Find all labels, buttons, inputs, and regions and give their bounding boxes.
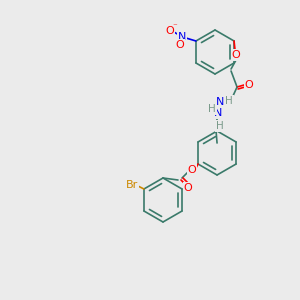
Text: O: O	[176, 40, 184, 50]
Text: N: N	[178, 32, 186, 42]
Text: N: N	[216, 97, 224, 107]
Text: N: N	[214, 108, 222, 118]
Text: O: O	[232, 50, 240, 60]
Text: H: H	[208, 104, 216, 114]
Text: O: O	[166, 26, 174, 36]
Text: H: H	[216, 121, 224, 131]
Text: O: O	[188, 165, 196, 175]
Text: ⁻: ⁻	[172, 22, 177, 32]
Text: O: O	[184, 183, 192, 193]
Text: Br: Br	[126, 180, 138, 190]
Text: O: O	[245, 80, 254, 90]
Text: H: H	[225, 96, 233, 106]
